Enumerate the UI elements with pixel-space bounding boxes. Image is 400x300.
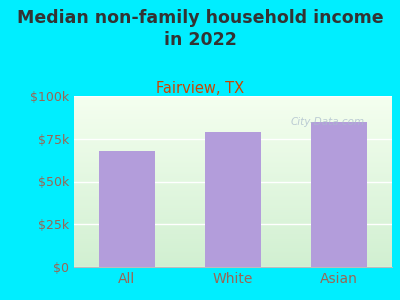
Text: City-Data.com: City-Data.com	[290, 116, 364, 127]
Bar	[206, 132, 260, 267]
Bar	[312, 122, 366, 267]
Text: Fairview, TX: Fairview, TX	[156, 81, 244, 96]
Bar	[100, 151, 154, 267]
Text: Median non-family household income
in 2022: Median non-family household income in 20…	[17, 9, 383, 49]
